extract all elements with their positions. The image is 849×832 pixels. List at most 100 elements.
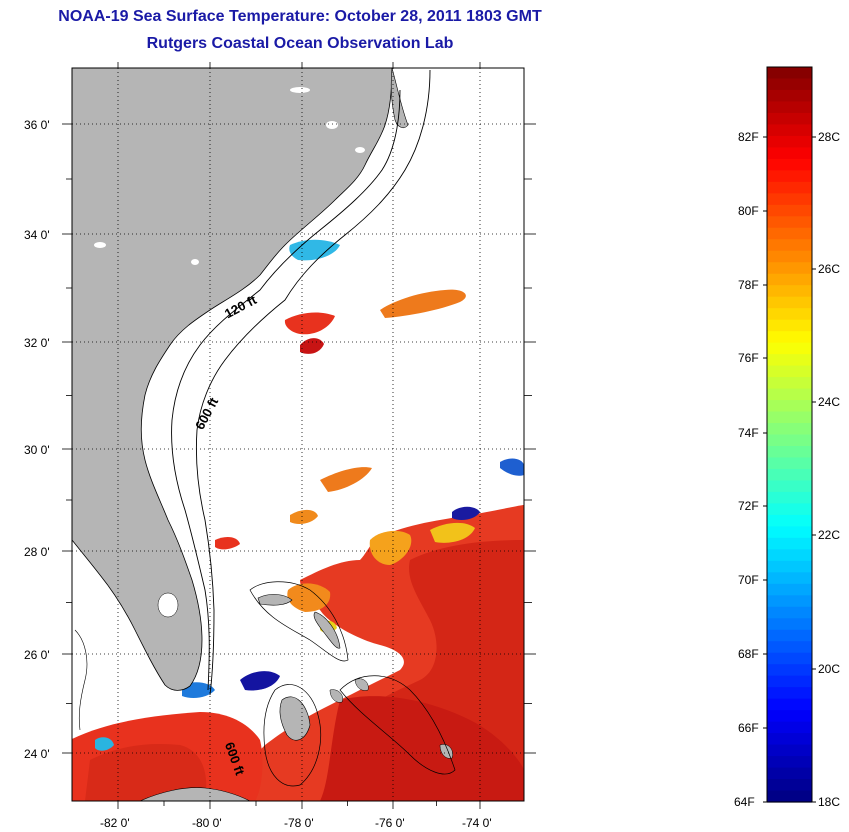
colorbar-segment [767, 756, 812, 769]
colorbar-f-label: 82F [738, 130, 759, 144]
colorbar-segment [767, 583, 812, 596]
colorbar-segment [767, 790, 812, 803]
colorbar-segment [767, 319, 812, 332]
colorbar-segment [767, 641, 812, 654]
isobath-600ft [195, 69, 431, 696]
colorbar-segment [767, 296, 812, 309]
lon-label: -74 0' [462, 816, 492, 830]
colorbar-segment [767, 480, 812, 493]
colorbar-segment [767, 308, 812, 321]
lon-label: -76 0' [375, 816, 405, 830]
colorbar-segment [767, 434, 812, 447]
colorbar-segment [767, 388, 812, 401]
colorbar-segment [767, 445, 812, 459]
colorbar-segment [767, 411, 812, 424]
colorbar-segment [767, 158, 812, 171]
lat-label: 32 0' [24, 336, 50, 350]
lat-label: 24 0' [24, 747, 50, 761]
colorbar-segment [767, 400, 812, 413]
colorbar-c-label: 18C [818, 795, 841, 809]
colorbar-segment [767, 537, 812, 550]
colorbar-segment [767, 710, 812, 723]
lat-label: 28 0' [24, 545, 50, 559]
colorbar-segment [767, 423, 812, 436]
colorbar-segment [767, 549, 812, 562]
map-subtitle: Rutgers Coastal Ocean Observation Lab [146, 35, 454, 52]
graticule [72, 68, 524, 801]
colorbar-segment [767, 124, 812, 137]
map-frame [71, 67, 525, 802]
colorbar-segment [767, 503, 812, 516]
colorbar-f-label: 70F [738, 573, 759, 587]
colorbar-segment [767, 721, 812, 734]
colorbar-c-label: 20C [818, 662, 841, 676]
colorbar-c-label: 28C [818, 130, 841, 144]
colorbar-f-label: 74F [738, 426, 759, 440]
colorbar-segment [767, 744, 812, 757]
colorbar-segment [767, 273, 812, 286]
colorbar-segment [767, 135, 812, 148]
map-title: NOAA-19 Sea Surface Temperature: October… [58, 8, 542, 25]
land-mainland [72, 68, 393, 691]
colorbar-f-label: 80F [738, 204, 759, 218]
colorbar-segment [767, 491, 812, 504]
colorbar-segment [767, 285, 812, 298]
colorbar-f-label: 66F [738, 721, 759, 735]
colorbar-segment [767, 365, 812, 378]
colorbar-segment [767, 664, 812, 677]
colorbar-c-label: 26C [818, 262, 841, 276]
colorbar-segment [767, 147, 812, 160]
lat-label: 26 0' [24, 648, 50, 662]
colorbar-segment [767, 227, 812, 240]
colorbar-segment [767, 652, 812, 665]
colorbar-segment [767, 606, 812, 619]
colorbar-segment [767, 193, 812, 206]
colorbar-segment [767, 342, 812, 355]
colorbar-segment [767, 204, 812, 217]
lat-label: 36 0' [24, 118, 50, 132]
colorbar-f-label: 76F [738, 351, 759, 365]
colorbar-segment [767, 733, 812, 746]
colorbar-segment [767, 262, 812, 275]
colorbar-segment [767, 675, 812, 688]
axis-ticks [62, 62, 536, 809]
colorbar-segment [767, 250, 812, 263]
colorbar-segment [767, 526, 812, 539]
colorbar-segment [767, 629, 812, 642]
colorbar-segment [767, 89, 812, 103]
colorbar-segment [767, 698, 812, 711]
lon-label: -78 0' [284, 816, 314, 830]
colorbar-segment [767, 560, 812, 573]
lon-label: -80 0' [192, 816, 222, 830]
lake-okeechobee [157, 592, 179, 618]
colorbar-segment [767, 216, 812, 229]
colorbar-segment [767, 331, 812, 344]
colorbar-segment [767, 514, 812, 527]
colorbar-segment [767, 112, 812, 126]
land-bahamas-grand [257, 594, 293, 606]
colorbar-segment [767, 170, 812, 183]
colorbar-f-label: 78F [738, 278, 759, 292]
land-bahamas-andros [279, 696, 311, 741]
colorbar-f-label: 72F [738, 499, 759, 513]
colorbar-segment [767, 468, 812, 482]
colorbar-segment [767, 377, 812, 390]
colorbar-frame [766, 66, 813, 803]
lon-label: -82 0' [100, 816, 130, 830]
colorbar-c-label: 22C [818, 528, 841, 542]
colorbar-segment [767, 618, 812, 631]
colorbar-c-label: 24C [818, 395, 841, 409]
colorbar-segment [767, 457, 812, 470]
colorbar-segment [767, 595, 812, 608]
land-cuba [139, 787, 251, 801]
colorbar-segment [767, 687, 812, 700]
colorbar-segment [767, 354, 812, 367]
isobath-120ft [171, 89, 401, 691]
colorbar-segment [767, 181, 812, 194]
colorbar-segment [767, 101, 812, 114]
colorbar-segment [767, 239, 812, 252]
colorbar-segment [767, 572, 812, 585]
land-bahamas-abaco [313, 611, 341, 649]
